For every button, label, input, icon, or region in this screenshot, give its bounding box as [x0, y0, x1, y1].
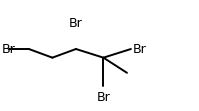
Text: Br: Br — [97, 91, 110, 104]
Text: Br: Br — [69, 17, 83, 30]
Text: Br: Br — [133, 43, 147, 56]
Text: Br: Br — [1, 43, 15, 56]
